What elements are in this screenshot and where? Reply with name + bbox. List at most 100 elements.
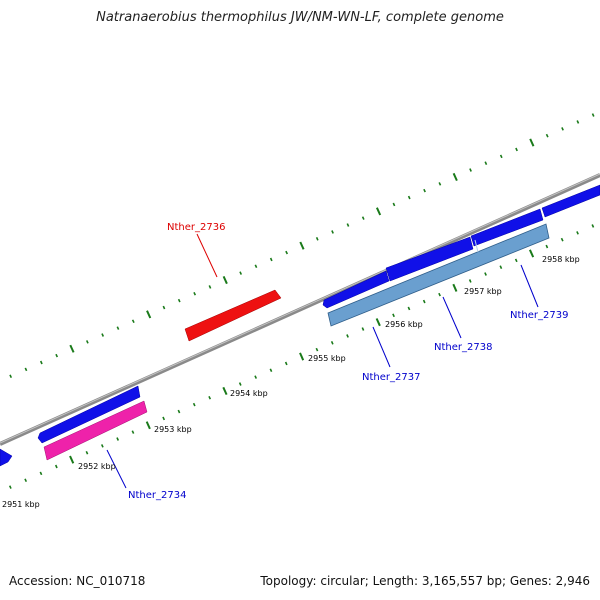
minor-tick (162, 416, 166, 421)
major-tick (222, 386, 228, 396)
minor-tick (269, 257, 273, 262)
minor-tick (346, 223, 350, 227)
minor-tick (39, 360, 43, 365)
minor-tick (208, 395, 212, 400)
gene-label-nther-2739[interactable]: Nther_2739 (510, 310, 568, 321)
minor-tick (193, 291, 197, 296)
leader-line (520, 264, 539, 308)
major-tick (69, 455, 75, 464)
cds-feature[interactable] (37, 385, 141, 444)
tick-label: 2958 kbp (542, 255, 580, 264)
minor-tick (238, 382, 242, 386)
minor-tick (361, 216, 365, 220)
minor-tick (116, 437, 120, 441)
minor-tick (239, 271, 243, 275)
inner-tick-track (8, 224, 595, 489)
minor-tick (514, 258, 518, 263)
major-tick (375, 318, 381, 327)
minor-tick (254, 264, 258, 269)
minor-tick (468, 279, 472, 283)
tick-label: 2954 kbp (230, 389, 268, 398)
minor-tick (9, 374, 13, 379)
accession-text: Accession: NC_010718 (9, 574, 146, 588)
cds-feature[interactable] (327, 223, 550, 327)
gene-label-nther-2738[interactable]: Nther_2738 (434, 342, 492, 353)
major-tick (452, 172, 458, 182)
cds-feature[interactable] (43, 400, 148, 461)
minor-tick (422, 299, 426, 304)
minor-tick (361, 327, 365, 331)
minor-tick (515, 147, 518, 152)
cds-feature[interactable] (322, 270, 390, 309)
cds-feature[interactable] (385, 236, 474, 282)
leader-line (442, 296, 462, 339)
leader-line (106, 449, 127, 489)
minor-tick (315, 236, 319, 241)
minor-tick (392, 202, 396, 207)
minor-tick (24, 367, 28, 372)
tick-label: 2955 kbp (308, 354, 346, 363)
genome-backbone-highlight (0, 173, 600, 444)
minor-tick (331, 230, 334, 234)
major-tick (145, 421, 151, 430)
major-tick (528, 249, 535, 258)
tick-label: 2957 kbp (464, 287, 502, 296)
minor-tick (254, 375, 258, 379)
major-tick (529, 138, 535, 147)
minor-tick (285, 250, 289, 255)
outer-tick-track (9, 113, 595, 379)
forward-cds-track (0, 184, 600, 467)
major-tick (222, 275, 228, 285)
minor-tick (131, 430, 135, 434)
map-title: Natranaerobius thermophilus JW/NM-WN-LF,… (96, 10, 504, 25)
minor-tick (85, 340, 89, 344)
cds-feature[interactable] (184, 289, 282, 342)
minor-tick (269, 368, 273, 373)
minor-tick (438, 182, 442, 186)
minor-tick (162, 305, 166, 310)
tick-label: 2952 kbp (78, 462, 116, 471)
minor-tick (469, 168, 472, 172)
gene-label-nther-2734[interactable]: Nther_2734 (128, 490, 186, 501)
minor-tick (85, 450, 89, 455)
minor-tick (423, 188, 426, 193)
major-tick (146, 310, 152, 319)
minor-tick (284, 361, 288, 366)
gene-label-nther-2736[interactable]: Nther_2736 (167, 222, 225, 233)
minor-tick (407, 195, 411, 200)
minor-tick (484, 161, 488, 166)
minor-tick (576, 120, 580, 124)
leader-line (196, 233, 218, 278)
minor-tick (346, 334, 349, 338)
minor-tick (177, 298, 181, 303)
minor-tick (55, 353, 59, 358)
minor-tick (330, 340, 334, 345)
minor-tick (407, 306, 411, 311)
major-tick (299, 352, 305, 361)
cds-feature[interactable] (541, 184, 600, 218)
tick-label: 2951 kbp (2, 500, 40, 509)
minor-tick (499, 265, 503, 270)
cds-feature[interactable] (470, 208, 544, 247)
minor-tick (54, 464, 58, 469)
minor-tick (438, 292, 441, 297)
minor-tick (24, 478, 28, 483)
genome-summary-text: Topology: circular; Length: 3,165,557 bp… (260, 574, 590, 588)
gene-labels: Nther_2736 Nther_2737 Nther_2738 Nther_2… (128, 222, 568, 501)
minor-tick (192, 402, 196, 407)
minor-tick (39, 471, 43, 476)
minor-tick (591, 224, 595, 228)
minor-tick (545, 244, 549, 249)
minor-tick (561, 127, 564, 131)
minor-tick (545, 133, 549, 138)
genome-backbone (0, 173, 600, 446)
minor-tick (177, 409, 181, 414)
cds-feature[interactable] (0, 448, 13, 467)
gene-label-nther-2737[interactable]: Nther_2737 (362, 372, 420, 383)
label-leaders (106, 233, 539, 489)
leader-line (372, 326, 391, 368)
minor-tick (116, 326, 120, 330)
minor-tick (208, 285, 212, 289)
tick-label: 2956 kbp (385, 320, 423, 329)
